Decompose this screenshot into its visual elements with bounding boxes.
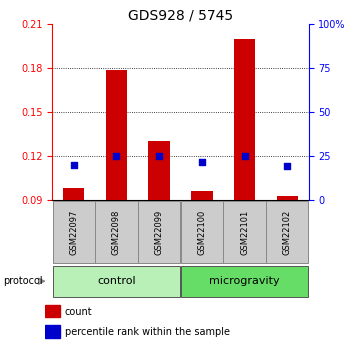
Bar [45,325,60,338]
Bar [181,201,223,263]
Bar [138,201,180,263]
Text: GSM22097: GSM22097 [69,209,78,255]
Bar [277,196,298,200]
Point [71,162,77,168]
Bar [191,191,213,200]
Bar [53,201,95,263]
Bar [45,305,60,317]
Bar [234,39,255,200]
Text: protocol: protocol [4,276,43,286]
Text: microgravity: microgravity [209,276,280,286]
Text: percentile rank within the sample: percentile rank within the sample [65,327,230,337]
Point [284,164,290,169]
Text: GSM22102: GSM22102 [283,209,292,255]
Bar [266,201,308,263]
Text: GSM22101: GSM22101 [240,209,249,255]
Text: control: control [97,276,136,286]
Bar [223,201,266,263]
Bar [181,266,308,297]
Text: GSM22098: GSM22098 [112,209,121,255]
Bar [95,201,138,263]
Point [199,159,205,165]
Point [242,153,247,159]
Bar [53,266,180,297]
Bar [63,188,84,200]
Bar [106,70,127,200]
Point [113,153,119,159]
Bar [148,141,170,200]
Text: count: count [65,307,92,317]
Text: GSM22100: GSM22100 [197,209,206,255]
Title: GDS928 / 5745: GDS928 / 5745 [128,9,233,23]
Text: GSM22099: GSM22099 [155,209,164,255]
Point [156,153,162,159]
